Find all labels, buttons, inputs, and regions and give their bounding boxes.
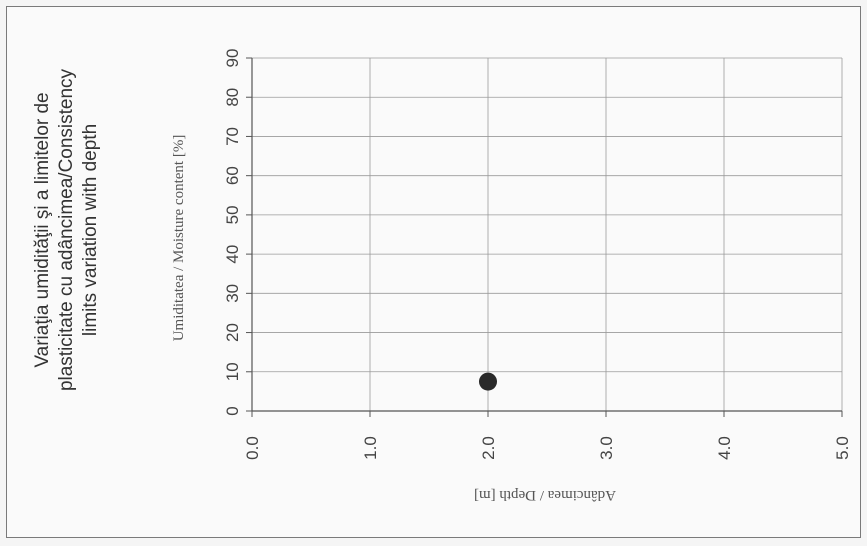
y-tick-label: 40 <box>223 245 242 264</box>
y-tick-label: 20 <box>223 323 242 342</box>
y-tick-label: 10 <box>223 362 242 381</box>
x-tick-label: 2.0 <box>479 436 498 460</box>
x-tick-label: 5.0 <box>833 436 852 460</box>
x-tick-label: 4.0 <box>715 436 734 460</box>
x-tick-label: 0.0 <box>243 436 262 460</box>
y-tick-label: 0 <box>223 406 242 415</box>
y-axis-label: Umiditatea / Moisture content [%] <box>171 135 187 342</box>
y-tick-label: 70 <box>223 127 242 146</box>
x-tick-label: 1.0 <box>361 436 380 460</box>
chart-frame <box>6 6 861 538</box>
chart-title-line-2: plasticitate cu adâncimea/Consistency <box>56 68 77 391</box>
x-axis-label: Adâncimea / Depth [m] <box>474 487 616 503</box>
y-tick-label: 60 <box>223 166 242 185</box>
points-layer <box>479 372 497 391</box>
y-tick-label: 30 <box>223 284 242 303</box>
axes-layer <box>246 57 843 417</box>
ticks-layer: 0 10 20 30 40 50 60 70 80 90 0.0 1.0 2.0 3.0 4.0 5.0 <box>223 49 852 460</box>
data-point <box>479 372 497 391</box>
y-tick-label: 90 <box>223 49 242 68</box>
y-tick-label: 80 <box>223 88 242 107</box>
chart-title: Variaţia umidităţii şi a limitelor de pl… <box>32 68 101 391</box>
y-tick-label: 50 <box>223 205 242 224</box>
grid-layer <box>251 57 843 412</box>
chart-title-line-1: Variaţia umidităţii şi a limitelor de <box>32 92 53 367</box>
chart-title-line-3: limits variation with depth <box>80 124 101 336</box>
x-tick-label: 3.0 <box>597 436 616 460</box>
